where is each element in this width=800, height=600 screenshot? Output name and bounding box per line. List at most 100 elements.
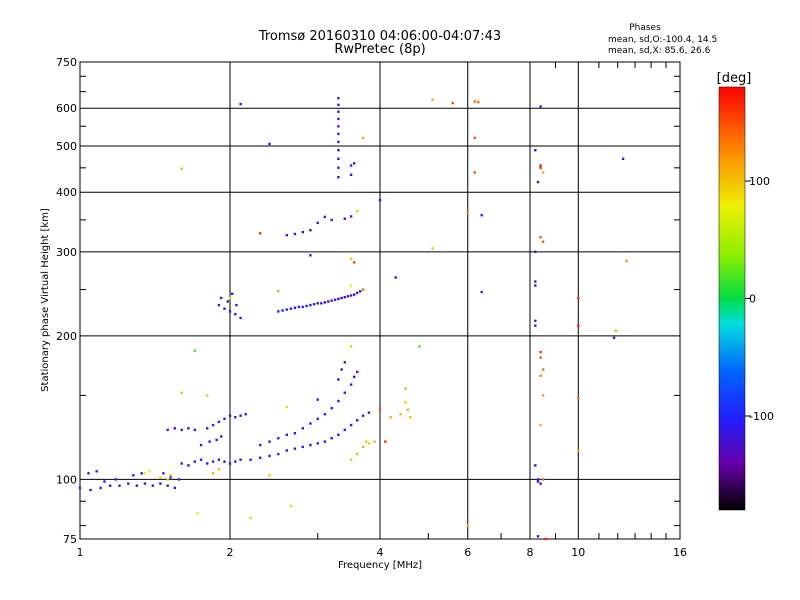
y-tick-label: 600: [56, 102, 77, 115]
data-point: [346, 295, 350, 298]
data-point: [353, 375, 356, 379]
data-point: [337, 166, 340, 169]
data-point: [217, 468, 221, 471]
data-point: [285, 308, 288, 311]
data-point: [384, 440, 387, 443]
data-point: [337, 399, 340, 403]
data-point: [180, 391, 183, 394]
data-point: [361, 136, 365, 140]
data-point: [118, 484, 121, 487]
data-point: [577, 296, 580, 300]
grid-lines: [80, 62, 680, 539]
data-point: [244, 413, 247, 416]
data-point: [268, 474, 271, 477]
data-point: [78, 486, 82, 490]
data-point: [349, 345, 353, 348]
data-point: [268, 440, 271, 443]
data-point: [539, 350, 542, 354]
data-point: [132, 474, 135, 477]
data-point: [293, 432, 297, 435]
data-point: [364, 440, 368, 443]
y-axis-label: Stationary phase Virtual Height [km]: [40, 208, 51, 392]
data-point: [451, 101, 454, 105]
data-point: [159, 482, 162, 485]
data-point: [406, 408, 410, 411]
data-point: [309, 303, 312, 307]
data-point: [337, 103, 340, 106]
data-point: [293, 232, 297, 236]
data-point: [343, 217, 346, 220]
data-point: [312, 303, 316, 306]
data-point: [301, 305, 304, 309]
data-point: [206, 462, 209, 465]
chart-subtitle: RwPretec (8p): [334, 42, 425, 57]
data-point: [337, 176, 340, 179]
data-point: [349, 458, 353, 461]
data-point: [337, 96, 340, 100]
data-point: [399, 413, 402, 416]
data-point: [340, 368, 343, 371]
data-point: [187, 427, 190, 430]
data-point: [473, 171, 476, 174]
data-point: [541, 394, 545, 397]
data-point: [356, 419, 359, 422]
data-point: [343, 296, 346, 299]
x-tick-label: 6: [464, 546, 471, 559]
data-point: [539, 236, 542, 239]
data-point: [320, 302, 323, 305]
data-point: [148, 470, 151, 473]
data-point: [621, 157, 625, 160]
data-point: [418, 345, 421, 348]
data-point: [177, 478, 181, 481]
axis-ticks: 1 2 4 6 8 10 16 75 100 200 300 400 500 600 750: [56, 56, 687, 559]
data-point: [166, 428, 169, 432]
colorbar-tick-label: 100: [749, 175, 770, 188]
colorbar-ticks: 100 0 -100: [745, 175, 774, 423]
data-point: [577, 449, 580, 452]
data-point: [316, 398, 319, 401]
data-point: [327, 300, 330, 303]
chart-title: Tromsø 20160310 04:06:00-04:07:43: [258, 29, 501, 44]
data-point: [337, 110, 340, 113]
data-point: [539, 166, 542, 169]
data-point: [353, 293, 356, 296]
data-point: [349, 383, 353, 386]
data-point: [330, 218, 333, 222]
data-point: [337, 132, 340, 136]
data-point: [211, 472, 215, 475]
data-point: [268, 142, 271, 146]
data-point: [349, 164, 353, 167]
data-point: [356, 210, 359, 213]
colorbar-tick-label: -100: [749, 410, 774, 423]
info-line-o: mean, sd,O:-100.4, 14.5: [608, 35, 717, 45]
x-tick-label: 10: [571, 546, 585, 559]
data-point: [277, 290, 280, 293]
data-point: [143, 472, 147, 475]
data-point: [394, 276, 397, 279]
x-axis-label: Frequency [MHz]: [338, 560, 422, 571]
x-tick-label: 2: [227, 546, 234, 559]
data-point: [301, 427, 304, 430]
data-point: [431, 98, 434, 101]
data-point: [539, 423, 542, 427]
data-point: [180, 462, 183, 465]
data-point: [356, 370, 359, 374]
data-point: [239, 458, 242, 461]
data-point: [223, 460, 226, 463]
data-point: [541, 240, 545, 243]
data-point: [349, 257, 353, 260]
data-point: [349, 294, 353, 297]
data-point: [349, 284, 353, 287]
data-point: [169, 476, 172, 479]
data-point: [277, 452, 280, 456]
data-point: [173, 427, 176, 430]
data-point: [289, 504, 293, 508]
data-point: [539, 105, 542, 108]
data-point: [466, 524, 469, 527]
data-point: [378, 408, 382, 411]
data-point: [373, 440, 376, 443]
data-point: [541, 478, 545, 481]
data-point: [536, 480, 540, 483]
y-tick-label: 75: [63, 533, 77, 546]
